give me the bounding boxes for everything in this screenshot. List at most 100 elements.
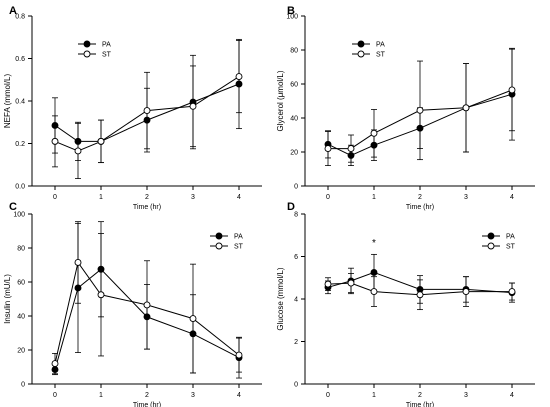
y-tick-label: 80 (17, 246, 25, 253)
legend: PA ST (78, 40, 112, 59)
x-axis-title: Time (hr) (133, 204, 161, 211)
x-tick-label: 2 (418, 392, 422, 399)
legend-marker (215, 242, 223, 250)
x-tick-label: 2 (418, 194, 422, 201)
y-tick-label: 20 (290, 150, 298, 157)
legend-label: PA (234, 234, 243, 241)
panel-c: C 0 20 40 60 80 100 0 1 2 3 4 Time (hr) Insulin (mU/L… (3, 201, 262, 407)
y-axis-title: NEFA (mmol/L) (3, 74, 12, 129)
y-tick-label: 60 (17, 280, 25, 287)
y-tick-label: 80 (290, 48, 298, 55)
data-point (324, 280, 332, 288)
series-st (51, 40, 243, 179)
y-axis-title: Glycerol (μmol/L) (276, 70, 285, 131)
legend-marker (487, 242, 495, 250)
y-tick-label: 0 (294, 184, 298, 191)
legend-marker (83, 40, 91, 48)
data-point (462, 104, 470, 112)
data-point (51, 360, 59, 368)
data-point (416, 291, 424, 299)
x-tick-label: 4 (510, 194, 514, 201)
x-tick-label: 3 (191, 194, 195, 201)
y-tick-label: 0.6 (15, 56, 25, 63)
data-point (508, 86, 516, 94)
panel-label: B (287, 5, 295, 17)
y-tick-label: 60 (290, 82, 298, 89)
legend: PA ST (352, 40, 386, 59)
legend: PA ST (210, 232, 244, 251)
panel-d: D 0 2 4 6 8 0 1 2 3 4 Time (hr) Glucose (mmol/L) * PA S… (276, 201, 535, 407)
y-tick-label: 40 (290, 116, 298, 123)
series-line (328, 89, 513, 150)
y-tick-label: 40 (17, 314, 25, 321)
y-axis-title: Glucose (mmol/L) (276, 267, 285, 330)
panel-a: A 0.0 0.2 0.4 0.6 0.8 0 1 2 3 4 Time (hr) NEFA (mmol… (3, 5, 262, 211)
data-point (462, 288, 470, 296)
data-point (370, 129, 378, 137)
significance-marker: * (372, 238, 376, 249)
x-axis-title: Time (hr) (406, 402, 434, 407)
panel-label: A (9, 5, 17, 17)
x-axis-title: Time (hr) (133, 402, 161, 407)
data-point (189, 102, 197, 110)
y-tick-label: 0.2 (15, 141, 25, 148)
data-point (143, 301, 151, 309)
series-line (54, 261, 240, 364)
legend-label: ST (102, 52, 112, 59)
legend: PA ST (482, 232, 516, 251)
x-tick-label: 1 (372, 194, 376, 201)
legend-label: PA (506, 234, 515, 241)
panel-b: B 0 20 40 60 80 100 0 1 2 3 4 Time (hr) Glycerol (μmo… (276, 5, 535, 211)
y-tick-label: 0 (21, 382, 25, 389)
legend-label: ST (376, 52, 386, 59)
x-tick-label: 0 (53, 194, 57, 201)
y-tick-label: 0.0 (15, 184, 25, 191)
series-st (324, 273, 516, 311)
y-tick-label: 100 (13, 212, 25, 219)
x-tick-label: 0 (326, 194, 330, 201)
y-tick-label: 6 (294, 254, 298, 261)
legend-label: PA (376, 42, 385, 49)
series-line (54, 268, 240, 370)
data-point (508, 288, 516, 296)
data-point (347, 145, 355, 153)
data-point (370, 268, 378, 276)
series-st (324, 48, 516, 167)
x-tick-label: 4 (237, 392, 241, 399)
y-tick-label: 0.4 (15, 99, 25, 106)
data-point (416, 106, 424, 114)
panel-label: C (9, 201, 17, 213)
legend-marker (357, 40, 365, 48)
y-tick-label: 0 (294, 382, 298, 389)
data-point (235, 73, 243, 81)
y-tick-label: 0.8 (15, 14, 25, 21)
x-tick-label: 3 (464, 194, 468, 201)
data-point (74, 147, 82, 155)
x-tick-label: 1 (99, 392, 103, 399)
legend-marker (357, 50, 365, 58)
x-tick-label: 3 (464, 392, 468, 399)
x-tick-label: 2 (145, 194, 149, 201)
x-tick-label: 0 (326, 392, 330, 399)
series-line (327, 271, 513, 294)
x-tick-label: 1 (99, 194, 103, 201)
legend-marker (215, 232, 223, 240)
series-line (54, 76, 240, 152)
x-tick-label: 3 (191, 392, 195, 399)
series-line (327, 282, 512, 296)
x-tick-label: 1 (372, 392, 376, 399)
data-point (370, 288, 378, 296)
y-axis-title: Insulin (mU/L) (3, 274, 12, 324)
legend-marker (487, 232, 495, 240)
panel-label: D (287, 201, 295, 213)
legend-label: ST (506, 244, 516, 251)
y-tick-label: 8 (294, 212, 298, 219)
x-tick-label: 4 (510, 392, 514, 399)
data-point (74, 259, 82, 266)
y-tick-label: 4 (294, 297, 298, 304)
data-point (97, 291, 105, 299)
data-point (235, 351, 243, 359)
x-tick-label: 4 (237, 194, 241, 201)
data-point (189, 315, 197, 322)
